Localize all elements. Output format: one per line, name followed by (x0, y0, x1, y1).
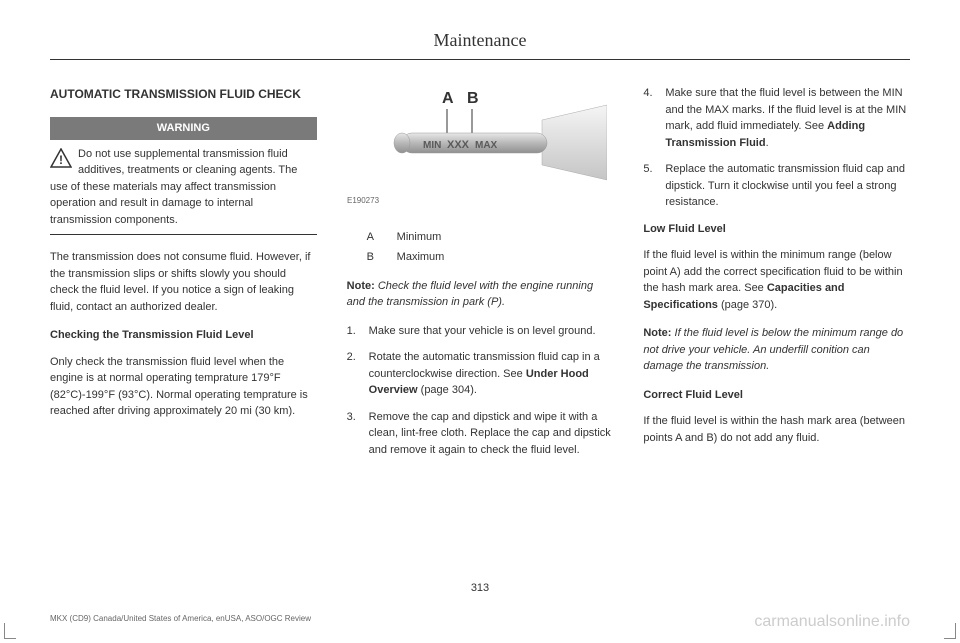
dipstick-svg: A B (347, 85, 607, 215)
column-1: AUTOMATIC TRANSMISSION FLUID CHECK WARNI… (50, 85, 317, 468)
note-text: If the fluid level is below the minimum … (643, 327, 903, 372)
list-item: 5. Replace the automatic transmission fl… (643, 161, 910, 211)
list-number: 4. (643, 85, 665, 151)
page-number: 313 (50, 582, 910, 594)
warning-header: WARNING (50, 117, 317, 140)
column-2: A B (347, 85, 614, 468)
legend-value: Minimum (397, 229, 442, 246)
list-item: 3. Remove the cap and dipstick and wipe … (347, 409, 614, 459)
paragraph: If the fluid level is within the minimum… (643, 247, 910, 313)
subheading: Checking the Transmission Fluid Level (50, 327, 317, 344)
svg-text:E190273: E190273 (347, 196, 380, 205)
svg-text:A: A (442, 90, 454, 107)
note-text: Check the fluid level with the engine ru… (347, 280, 593, 309)
svg-text:MIN: MIN (423, 140, 441, 151)
legend-value: Maximum (397, 249, 445, 266)
list-item: 4. Make sure that the fluid level is bet… (643, 85, 910, 151)
list-text: Remove the cap and dipstick and wipe it … (369, 409, 614, 459)
list-text: Make sure that the fluid level is betwee… (665, 85, 910, 151)
warning-text: Do not use supplemental transmission flu… (50, 148, 297, 226)
watermark: carmanualsonline.info (754, 613, 910, 631)
list-text: Make sure that your vehicle is on level … (369, 323, 614, 340)
note-label: Note: (347, 280, 375, 292)
header-divider (50, 59, 910, 60)
svg-text:!: ! (59, 153, 63, 167)
note-paragraph: Note: If the fluid level is below the mi… (643, 325, 910, 375)
list-number: 1. (347, 323, 369, 340)
subheading: Low Fluid Level (643, 221, 910, 238)
legend-row-a: A Minimum (367, 229, 614, 246)
column-3: 4. Make sure that the fluid level is bet… (643, 85, 910, 468)
legend-row-b: B Maximum (367, 249, 614, 266)
section-heading: AUTOMATIC TRANSMISSION FLUID CHECK (50, 85, 317, 103)
list-number: 2. (347, 349, 369, 399)
note-paragraph: Note: Check the fluid level with the eng… (347, 278, 614, 311)
page-header-title: Maintenance (50, 30, 910, 51)
list-number: 3. (347, 409, 369, 459)
list-text: Replace the automatic transmission fluid… (665, 161, 910, 211)
paragraph: If the fluid level is within the hash ma… (643, 413, 910, 446)
subheading: Correct Fluid Level (643, 387, 910, 404)
paragraph: The transmission does not consume fluid.… (50, 249, 317, 315)
list-number: 5. (643, 161, 665, 211)
svg-text:MAX: MAX (475, 140, 498, 151)
legend-key: B (367, 249, 397, 266)
crop-mark-bl (4, 623, 16, 639)
paragraph: Only check the transmission fluid level … (50, 354, 317, 420)
svg-text:XXX: XXX (447, 139, 470, 151)
content-columns: AUTOMATIC TRANSMISSION FLUID CHECK WARNI… (50, 85, 910, 468)
note-label: Note: (643, 327, 671, 339)
crop-mark-br (944, 623, 956, 639)
list-item: 1. Make sure that your vehicle is on lev… (347, 323, 614, 340)
legend-key: A (367, 229, 397, 246)
list-item: 2. Rotate the automatic transmission flu… (347, 349, 614, 399)
warning-triangle-icon: ! (50, 148, 72, 168)
dipstick-figure: A B (347, 85, 614, 221)
svg-text:B: B (467, 90, 479, 107)
list-text: Rotate the automatic transmission fluid … (369, 349, 614, 399)
warning-box: WARNING ! Do not use supplemental transm… (50, 117, 317, 235)
warning-body: ! Do not use supplemental transmission f… (50, 140, 317, 236)
